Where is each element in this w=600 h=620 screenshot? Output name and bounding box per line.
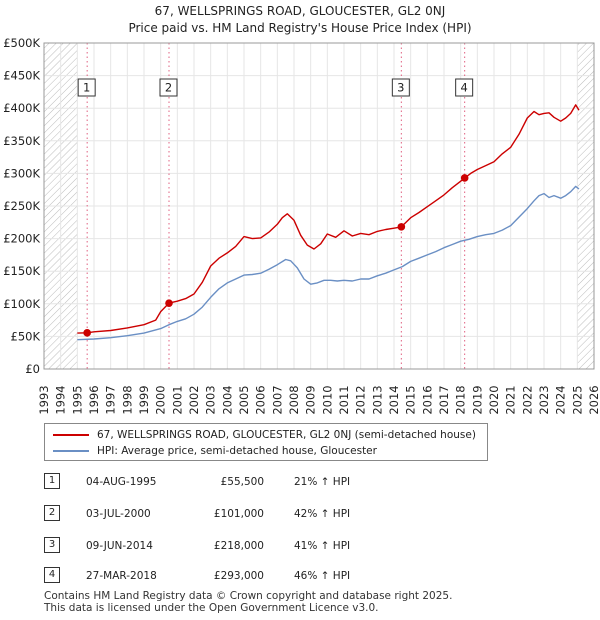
- x-tick-label: 2006: [254, 385, 268, 414]
- x-tick-label: 2014: [387, 385, 401, 414]
- transaction-hpi: 21% ↑ HPI: [294, 476, 351, 488]
- legend-label-property: 67, WELLSPRINGS ROAD, GLOUCESTER, GL2 0N…: [97, 429, 476, 441]
- transaction-date: 04-AUG-1995: [86, 476, 157, 488]
- transaction-point: [397, 223, 406, 231]
- price-chart: 67, WELLSPRINGS ROAD, GLOUCESTER, GL2 0N…: [3, 4, 600, 415]
- transaction-hpi: 42% ↑ HPI: [294, 508, 351, 520]
- transaction-badge: 4: [44, 567, 60, 583]
- x-tick-label: 2017: [437, 385, 451, 414]
- x-tick-label: 1997: [104, 385, 118, 414]
- x-tick-label: 1996: [87, 385, 101, 414]
- x-tick-label: 2016: [420, 385, 434, 414]
- x-tick-label: 2000: [154, 385, 168, 414]
- x-tick-label: 2001: [170, 385, 184, 414]
- y-tick-label: £450K: [3, 69, 40, 83]
- legend-swatch-hpi: [53, 450, 89, 452]
- transaction-label-text: 3: [397, 81, 404, 95]
- y-tick-label: £400K: [3, 101, 40, 115]
- transaction-price: £293,000: [213, 570, 264, 582]
- transaction-label-box: [159, 78, 178, 97]
- chart-title: 67, WELLSPRINGS ROAD, GLOUCESTER, GL2 0N…: [155, 4, 446, 18]
- x-tick-label: 2013: [370, 385, 384, 414]
- x-tick-label: 2024: [554, 385, 568, 414]
- transaction-point: [83, 329, 91, 337]
- x-tick-label: 2002: [187, 385, 201, 414]
- transaction-badge: 2: [44, 505, 60, 521]
- y-tick-label: £150K: [3, 264, 40, 278]
- x-tick-label: 1998: [120, 385, 134, 414]
- x-tick-label: 2004: [220, 385, 234, 414]
- transaction-label-box: [455, 78, 474, 97]
- x-tick-label: 2026: [587, 385, 600, 414]
- footer-attribution: Contains HM Land Registry data © Crown c…: [44, 590, 453, 614]
- y-tick-label: £300K: [3, 166, 40, 180]
- legend-swatch-property: [53, 434, 89, 436]
- transaction-label-text: 1: [83, 81, 90, 95]
- x-tick-label: 2015: [404, 385, 418, 414]
- x-tick-label: 2011: [337, 385, 351, 414]
- transaction-hpi: 46% ↑ HPI: [294, 570, 351, 582]
- series-line: [77, 104, 580, 334]
- legend: 67, WELLSPRINGS ROAD, GLOUCESTER, GL2 0N…: [44, 423, 488, 461]
- y-tick-label: £200K: [3, 232, 40, 246]
- x-tick-label: 2008: [287, 385, 301, 414]
- x-tick-label: 2005: [237, 385, 251, 414]
- transaction-label-box: [77, 78, 96, 97]
- transaction-badge: 3: [44, 537, 60, 553]
- chart-subtitle: Price paid vs. HM Land Registry's House …: [128, 21, 471, 35]
- x-tick-label: 2021: [504, 385, 518, 414]
- transaction-point: [460, 174, 469, 182]
- x-tick-label: 1994: [54, 385, 68, 414]
- series-line: [77, 185, 580, 341]
- transaction-hpi: 41% ↑ HPI: [294, 540, 351, 552]
- y-tick-label: £250K: [3, 199, 40, 213]
- transaction-date: 03-JUL-2000: [86, 508, 151, 520]
- transaction-point: [165, 299, 173, 307]
- x-tick-label: 2007: [270, 385, 284, 414]
- transaction-label-text: 4: [461, 81, 468, 95]
- transaction-date: 09-JUN-2014: [86, 540, 153, 552]
- legend-label-hpi: HPI: Average price, semi-detached house,…: [97, 445, 377, 457]
- x-tick-label: 1995: [70, 385, 84, 414]
- legend-item-hpi: HPI: Average price, semi-detached house,…: [53, 443, 377, 459]
- y-tick-label: £0: [25, 362, 40, 376]
- y-tick-label: £100K: [3, 297, 40, 311]
- transaction-date: 27-MAR-2018: [86, 570, 157, 582]
- x-tick-label: 2019: [470, 385, 484, 414]
- transaction-price: £55,500: [220, 476, 264, 488]
- transaction-price: £218,000: [213, 540, 264, 552]
- x-tick-label: 2003: [204, 385, 218, 414]
- x-tick-label: 2023: [537, 385, 551, 414]
- y-tick-label: £500K: [3, 36, 40, 50]
- x-tick-label: 2025: [570, 385, 584, 414]
- x-tick-label: 2018: [454, 385, 468, 414]
- y-tick-label: £350K: [3, 134, 40, 148]
- x-tick-label: 2012: [354, 385, 368, 414]
- transaction-label-box: [391, 78, 410, 97]
- transaction-badge: 1: [44, 473, 60, 489]
- transaction-price: £101,000: [213, 508, 264, 520]
- x-tick-label: 1999: [137, 385, 151, 414]
- x-tick-label: 1993: [37, 385, 51, 414]
- legend-item-property: 67, WELLSPRINGS ROAD, GLOUCESTER, GL2 0N…: [53, 427, 476, 443]
- y-tick-label: £50K: [11, 329, 41, 343]
- plot-border: [43, 42, 595, 370]
- x-tick-label: 2009: [304, 385, 318, 414]
- x-tick-label: 2010: [320, 385, 334, 414]
- transaction-label-text: 2: [165, 81, 172, 95]
- x-tick-label: 2020: [487, 385, 501, 414]
- x-tick-label: 2022: [520, 385, 534, 414]
